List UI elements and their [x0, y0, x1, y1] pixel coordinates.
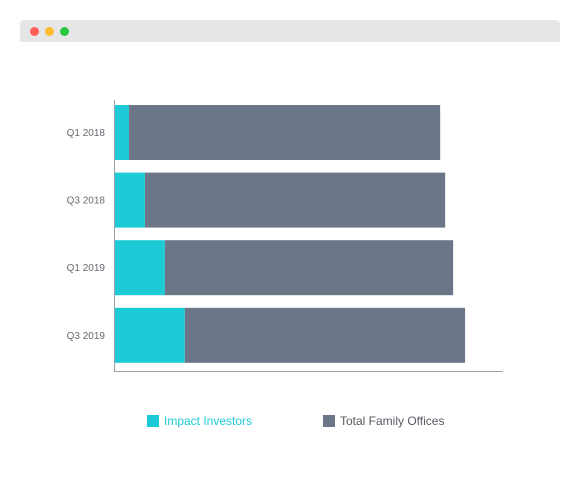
bar-impact-investors-q3-2018	[114, 172, 145, 228]
bars-group	[114, 105, 466, 363]
category-labels-group: Q1 2018 Q3 2018 Q1 2019 Q3 2019	[67, 128, 106, 342]
category-label: Q1 2019	[67, 263, 106, 274]
bar-total-family-offices-q3-2018	[144, 172, 446, 228]
legend-swatch-impact-investors	[147, 415, 159, 427]
maximize-window-button[interactable]	[60, 27, 69, 36]
category-label: Q1 2018	[67, 128, 106, 139]
bar-total-family-offices-q1-2018	[128, 105, 441, 160]
legend-item-impact-investors[interactable]: Impact Investors	[147, 413, 252, 429]
legend-swatch-total-family-offices	[323, 415, 335, 427]
category-label: Q3 2019	[67, 331, 106, 342]
bar-impact-investors-q3-2019	[114, 307, 185, 363]
window-title-bar	[20, 20, 560, 42]
close-window-button[interactable]	[30, 27, 39, 36]
legend-label-impact-investors: Impact Investors	[164, 414, 253, 428]
legend-label-total-family-offices: Total Family Offices	[340, 414, 445, 428]
bar-total-family-offices-q1-2019	[164, 240, 454, 296]
bar-impact-investors-q1-2019	[114, 240, 165, 296]
legend-item-total-family-offices[interactable]: Total Family Offices	[323, 413, 444, 429]
bar-impact-investors-q1-2018	[114, 105, 129, 160]
minimize-window-button[interactable]	[45, 27, 54, 36]
bar-total-family-offices-q3-2019	[184, 307, 466, 363]
category-label: Q3 2018	[67, 196, 106, 207]
